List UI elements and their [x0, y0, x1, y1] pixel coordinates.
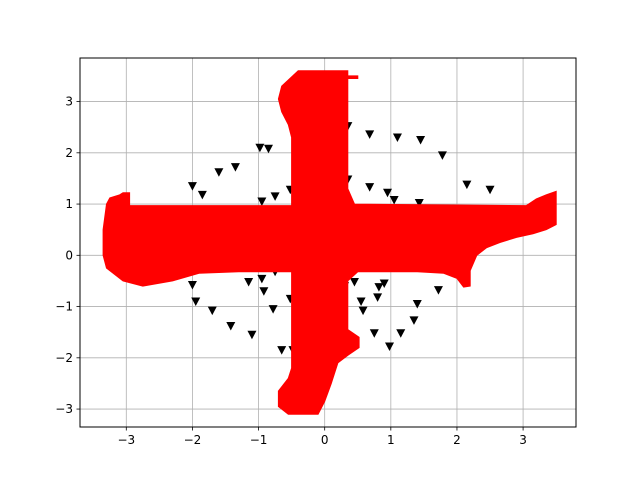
data-point-0-21	[389, 195, 399, 205]
y-tick-label-4: 1	[65, 197, 73, 211]
x-tick-label-1: −2	[184, 433, 202, 447]
data-point-0-5	[263, 144, 273, 154]
data-point-0-27	[247, 330, 257, 340]
data-point-0-29	[257, 274, 267, 284]
y-tick-label-2: −1	[55, 300, 73, 314]
data-point-0-23	[187, 281, 197, 290]
data-point-0-20	[383, 188, 393, 198]
y-tick-label-6: 3	[65, 95, 73, 109]
data-point-0-50	[433, 286, 443, 295]
x-tick-label-3: 0	[321, 433, 329, 447]
data-point-0-32	[268, 305, 278, 314]
data-point-0-42	[373, 293, 383, 302]
data-point-0-39	[349, 277, 359, 287]
y-tick-label-0: −3	[55, 402, 73, 416]
data-point-0-40	[356, 297, 366, 306]
y-tick-label-3: 0	[65, 248, 73, 262]
data-point-0-45	[369, 329, 379, 338]
axis-ticks: −3 −2 −1 0 1 2 3 −3 −2 −1 0 1 2 3	[55, 95, 527, 447]
data-point-0-6	[270, 192, 280, 201]
data-point-0-48	[409, 316, 419, 325]
data-point-0-28	[244, 277, 254, 287]
x-tick-label-0: −3	[117, 433, 135, 447]
data-markers	[187, 122, 495, 355]
x-tick-label-5: 2	[453, 433, 461, 447]
data-point-0-16	[462, 180, 472, 190]
data-point-0-17	[485, 185, 495, 195]
data-point-0-26	[226, 322, 236, 331]
x-tick-label-6: 3	[519, 433, 527, 447]
data-point-0-46	[385, 342, 395, 352]
data-point-0-15	[437, 151, 447, 160]
data-point-0-14	[416, 136, 426, 145]
y-tick-label-5: 2	[65, 146, 73, 160]
data-point-0-22	[414, 199, 424, 208]
data-point-0-44	[379, 279, 389, 288]
x-tick-label-4: 1	[387, 433, 395, 447]
data-point-0-24	[191, 297, 201, 306]
data-point-0-19	[365, 183, 375, 192]
data-point-0-7	[257, 197, 267, 206]
filled-region-0	[102, 70, 557, 415]
axes-frame	[79, 57, 577, 428]
x-tick-label-2: −1	[250, 433, 268, 447]
data-point-0-47	[396, 329, 406, 338]
data-point-0-1	[197, 190, 207, 200]
data-point-0-30	[259, 287, 269, 296]
data-point-0-2	[214, 168, 224, 177]
filled-regions	[102, 70, 557, 415]
data-point-0-3	[230, 163, 240, 172]
data-point-0-25	[207, 306, 217, 316]
data-point-0-41	[358, 306, 368, 316]
data-point-0-49	[412, 300, 422, 309]
data-point-0-43	[374, 283, 384, 292]
data-point-0-4	[255, 143, 265, 153]
y-tick-label-1: −2	[55, 351, 73, 365]
data-point-0-34	[277, 346, 287, 355]
data-point-0-0	[187, 182, 197, 191]
data-point-0-12	[365, 130, 375, 139]
data-point-0-13	[392, 133, 402, 142]
